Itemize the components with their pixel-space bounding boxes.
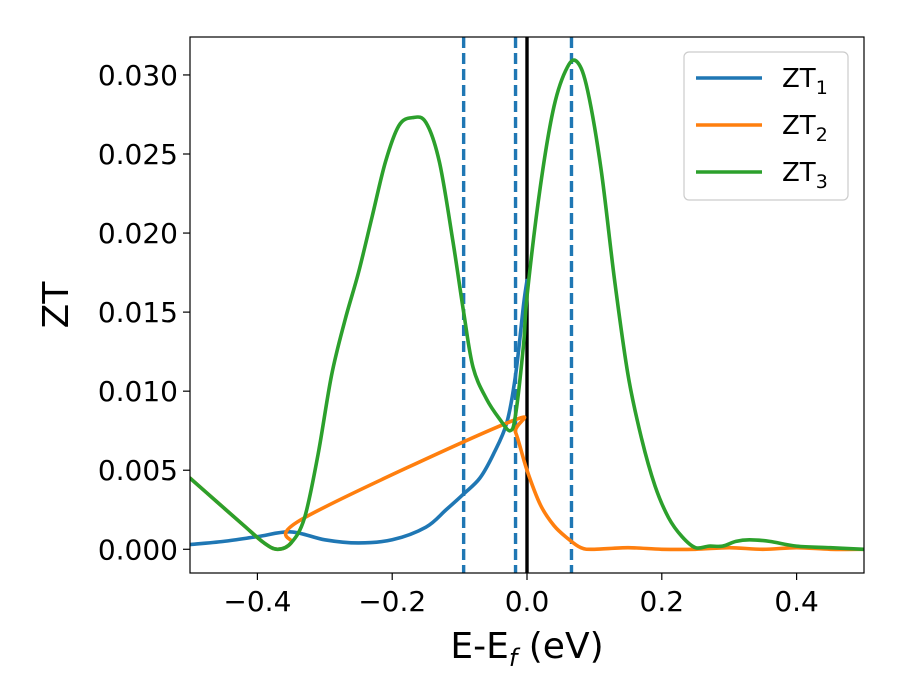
y-tick-label-3: 0.015 [98,296,178,329]
y-axis: 0.000 0.005 0.010 0.015 0.020 0.025 0.030 [98,59,190,566]
y-axis-label: ZT [36,281,77,329]
legend-label-2: ZT2 [782,111,828,146]
x-tick-label-1: −0.2 [358,585,426,618]
legend-entries: ZT1 ZT2 ZT3 [696,64,828,193]
x-tick-label-4: 0.4 [774,585,819,618]
x-axis: −0.4 −0.2 0.0 0.2 0.4 [223,573,819,618]
series-lines [190,58,864,552]
legend-label-3: ZT3 [782,158,828,193]
y-tick-label-1: 0.005 [98,454,178,487]
x-axis-label-rest: (eV) [517,626,603,667]
x-axis-label: E-Ef (eV) [450,626,603,672]
series-line-3 [190,58,864,552]
legend-box [683,51,849,201]
x-tick-label-2: 0.0 [505,585,550,618]
y-tick-label-5: 0.025 [98,138,178,171]
legend: ZT1 ZT2 ZT3 [683,51,849,201]
reference-lines [461,37,574,573]
y-tick-label-6: 0.030 [98,59,178,92]
y-tick-label-4: 0.020 [98,217,178,250]
x-tick-label-0: −0.4 [223,585,291,618]
y-tick-label-2: 0.010 [98,375,178,408]
legend-label-1: ZT1 [782,64,828,99]
series-line-1 [190,278,529,547]
y-tick-label-0: 0.000 [98,533,178,566]
x-tick-label-3: 0.2 [640,585,685,618]
x-axis-label-main: E-E [450,626,508,667]
